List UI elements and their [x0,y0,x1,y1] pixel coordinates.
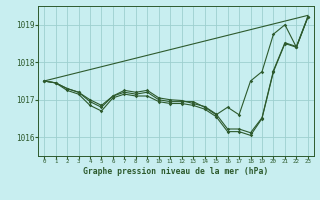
X-axis label: Graphe pression niveau de la mer (hPa): Graphe pression niveau de la mer (hPa) [84,167,268,176]
